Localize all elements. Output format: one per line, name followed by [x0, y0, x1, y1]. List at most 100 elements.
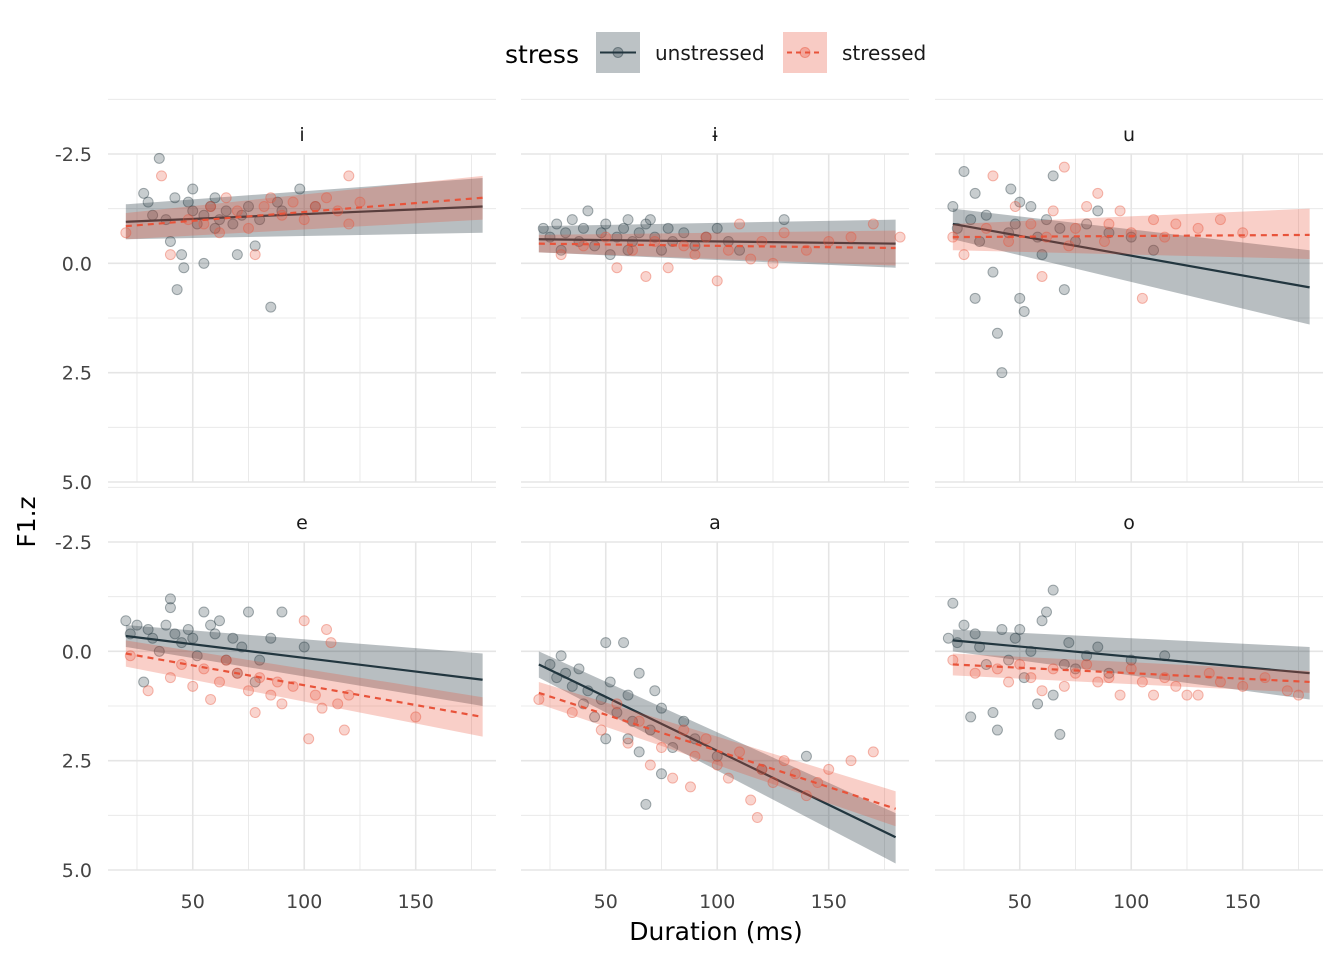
- data-point: [1018, 305, 1030, 317]
- data-point: [1237, 680, 1249, 692]
- data-point: [1036, 685, 1048, 697]
- data-point: [142, 685, 154, 697]
- data-point: [191, 650, 203, 662]
- data-point: [1063, 240, 1075, 252]
- data-point: [294, 183, 306, 195]
- data-point: [1170, 218, 1182, 230]
- data-point: [160, 619, 172, 631]
- confidence-band: [125, 625, 483, 706]
- data-point: [604, 249, 616, 261]
- data-point: [169, 628, 181, 640]
- data-point: [845, 755, 857, 767]
- data-point: [1025, 218, 1037, 230]
- fit-line: [538, 242, 896, 250]
- data-point: [1292, 689, 1304, 701]
- y-tick-label: -2.5: [55, 144, 92, 166]
- data-point: [711, 275, 723, 287]
- series-stressed: [947, 161, 1310, 304]
- data-point: [182, 623, 194, 635]
- panel-4: e -2.5 0.0 2.5 5.0 50 100 150: [55, 486, 496, 913]
- legend-entry-unstressed: unstressed: [596, 32, 765, 73]
- y-tick-label: 5.0: [62, 472, 92, 494]
- data-point: [1148, 244, 1160, 256]
- data-point: [1192, 689, 1204, 701]
- data-point: [276, 606, 288, 618]
- data-point: [1081, 658, 1093, 670]
- data-point: [823, 235, 835, 247]
- data-point: [965, 711, 977, 723]
- data-point: [1159, 231, 1171, 243]
- series-stressed: [947, 653, 1310, 701]
- data-point: [142, 623, 154, 635]
- data-point: [991, 327, 1003, 339]
- data-point: [131, 619, 143, 631]
- data-point: [800, 790, 812, 802]
- data-point: [640, 218, 652, 230]
- data-point: [611, 698, 623, 710]
- data-point: [276, 698, 288, 710]
- data-point: [662, 222, 674, 234]
- data-point: [969, 292, 981, 304]
- data-point: [187, 205, 199, 217]
- fit-line: [538, 238, 896, 245]
- y-tick-label: 5.0: [62, 860, 92, 882]
- data-point: [242, 606, 254, 618]
- data-point: [958, 249, 970, 261]
- data-point: [1003, 654, 1015, 666]
- panel-strip-label: ɨ: [712, 124, 718, 146]
- data-point: [745, 794, 757, 806]
- data-point: [987, 266, 999, 278]
- data-point: [1014, 292, 1026, 304]
- data-point: [213, 615, 225, 627]
- data-point: [182, 214, 194, 226]
- data-point: [1025, 672, 1037, 684]
- data-point: [1003, 235, 1015, 247]
- data-point: [778, 227, 790, 239]
- legend: stress unstressed stressed: [505, 32, 926, 73]
- data-point: [711, 222, 723, 234]
- data-point: [1114, 205, 1126, 217]
- data-point: [987, 707, 999, 719]
- fit-line: [952, 663, 1310, 684]
- data-point: [555, 244, 567, 256]
- data-point: [1058, 680, 1070, 692]
- panel-1: i -2.5 0.0 2.5 5.0: [55, 98, 496, 494]
- data-point: [1114, 689, 1126, 701]
- data-point: [1281, 685, 1293, 697]
- data-point: [537, 222, 549, 234]
- data-point: [271, 196, 283, 208]
- legend-label-unstressed: unstressed: [655, 41, 765, 65]
- data-point: [332, 698, 344, 710]
- data-point: [867, 218, 879, 230]
- data-point: [751, 812, 763, 824]
- data-point: [325, 637, 337, 649]
- data-point: [551, 218, 563, 230]
- data-point: [205, 693, 217, 705]
- data-point: [823, 763, 835, 775]
- facet-panels: i -2.5 0.0 2.5 5.0 ɨ u e -2.5 0.0 2.5 5.0 50 100 150 a 5…: [55, 98, 1323, 913]
- y-tick-label: 0.0: [62, 641, 92, 663]
- data-point: [996, 623, 1008, 635]
- data-point: [1018, 672, 1030, 684]
- data-point: [1054, 222, 1066, 234]
- panel-6: o 50 100 150: [935, 486, 1323, 913]
- data-point: [1014, 623, 1026, 635]
- data-point: [249, 249, 261, 261]
- data-point: [254, 654, 266, 666]
- data-point: [242, 200, 254, 212]
- data-point: [265, 301, 277, 313]
- data-point: [1069, 222, 1081, 234]
- data-point: [618, 637, 630, 649]
- data-point: [138, 187, 150, 199]
- data-point: [633, 227, 645, 239]
- panel-3: u: [935, 98, 1323, 483]
- data-point: [667, 772, 679, 784]
- data-point: [566, 707, 578, 719]
- data-point: [991, 663, 1003, 675]
- data-point: [1136, 676, 1148, 688]
- y-tick-label: -2.5: [55, 532, 92, 554]
- data-point: [745, 253, 757, 265]
- data-point: [626, 244, 638, 256]
- data-point: [1214, 214, 1226, 226]
- data-point: [947, 200, 959, 212]
